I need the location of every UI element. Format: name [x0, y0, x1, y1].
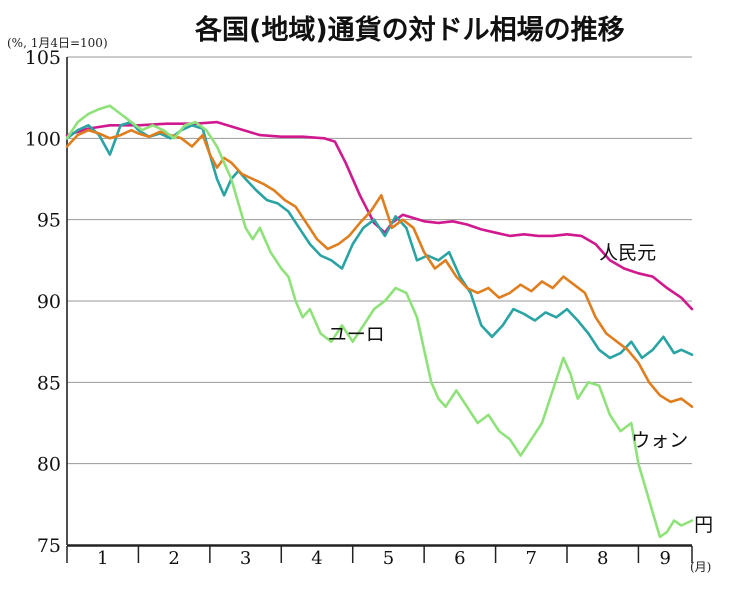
y-axis-unit-label: (%, 1月4日=100) — [7, 36, 108, 50]
y-tick-label: 100 — [25, 128, 61, 150]
x-axis: 1 2 3 4 5 6 7 8 9 — [66, 545, 693, 569]
series-label: 円 — [694, 514, 713, 536]
x-tick-label: 2 — [168, 548, 179, 569]
y-tick-label: 80 — [37, 454, 61, 476]
series-lines — [65, 104, 694, 539]
series-line-0 — [65, 120, 694, 311]
series-label: ユーロ — [328, 324, 385, 346]
x-tick-label: 5 — [383, 548, 394, 569]
y-axis: 75 80 85 90 95 100 105 — [25, 47, 68, 557]
chart-title: 各国(地域)通貨の対ドル相場の推移 — [194, 14, 625, 46]
x-axis-unit-label: (月) — [690, 560, 711, 574]
y-tick-label: 90 — [37, 291, 61, 313]
x-tick-label: 9 — [659, 548, 670, 569]
y-tick-label: 105 — [25, 47, 61, 69]
series-label: 人民元 — [599, 242, 656, 264]
series-label: ウォン — [631, 429, 688, 451]
x-tick-label: 7 — [526, 548, 537, 569]
y-tick-label: 85 — [37, 372, 61, 394]
x-tick-label: 3 — [240, 548, 251, 569]
y-tick-label: 95 — [37, 210, 61, 232]
x-tick-label: 4 — [311, 548, 322, 569]
series-line-3 — [65, 104, 694, 539]
x-tick-label: 1 — [97, 548, 108, 569]
x-tick-label: 6 — [454, 548, 465, 569]
x-tick-label: 8 — [597, 548, 608, 569]
y-tick-label: 75 — [37, 535, 61, 557]
